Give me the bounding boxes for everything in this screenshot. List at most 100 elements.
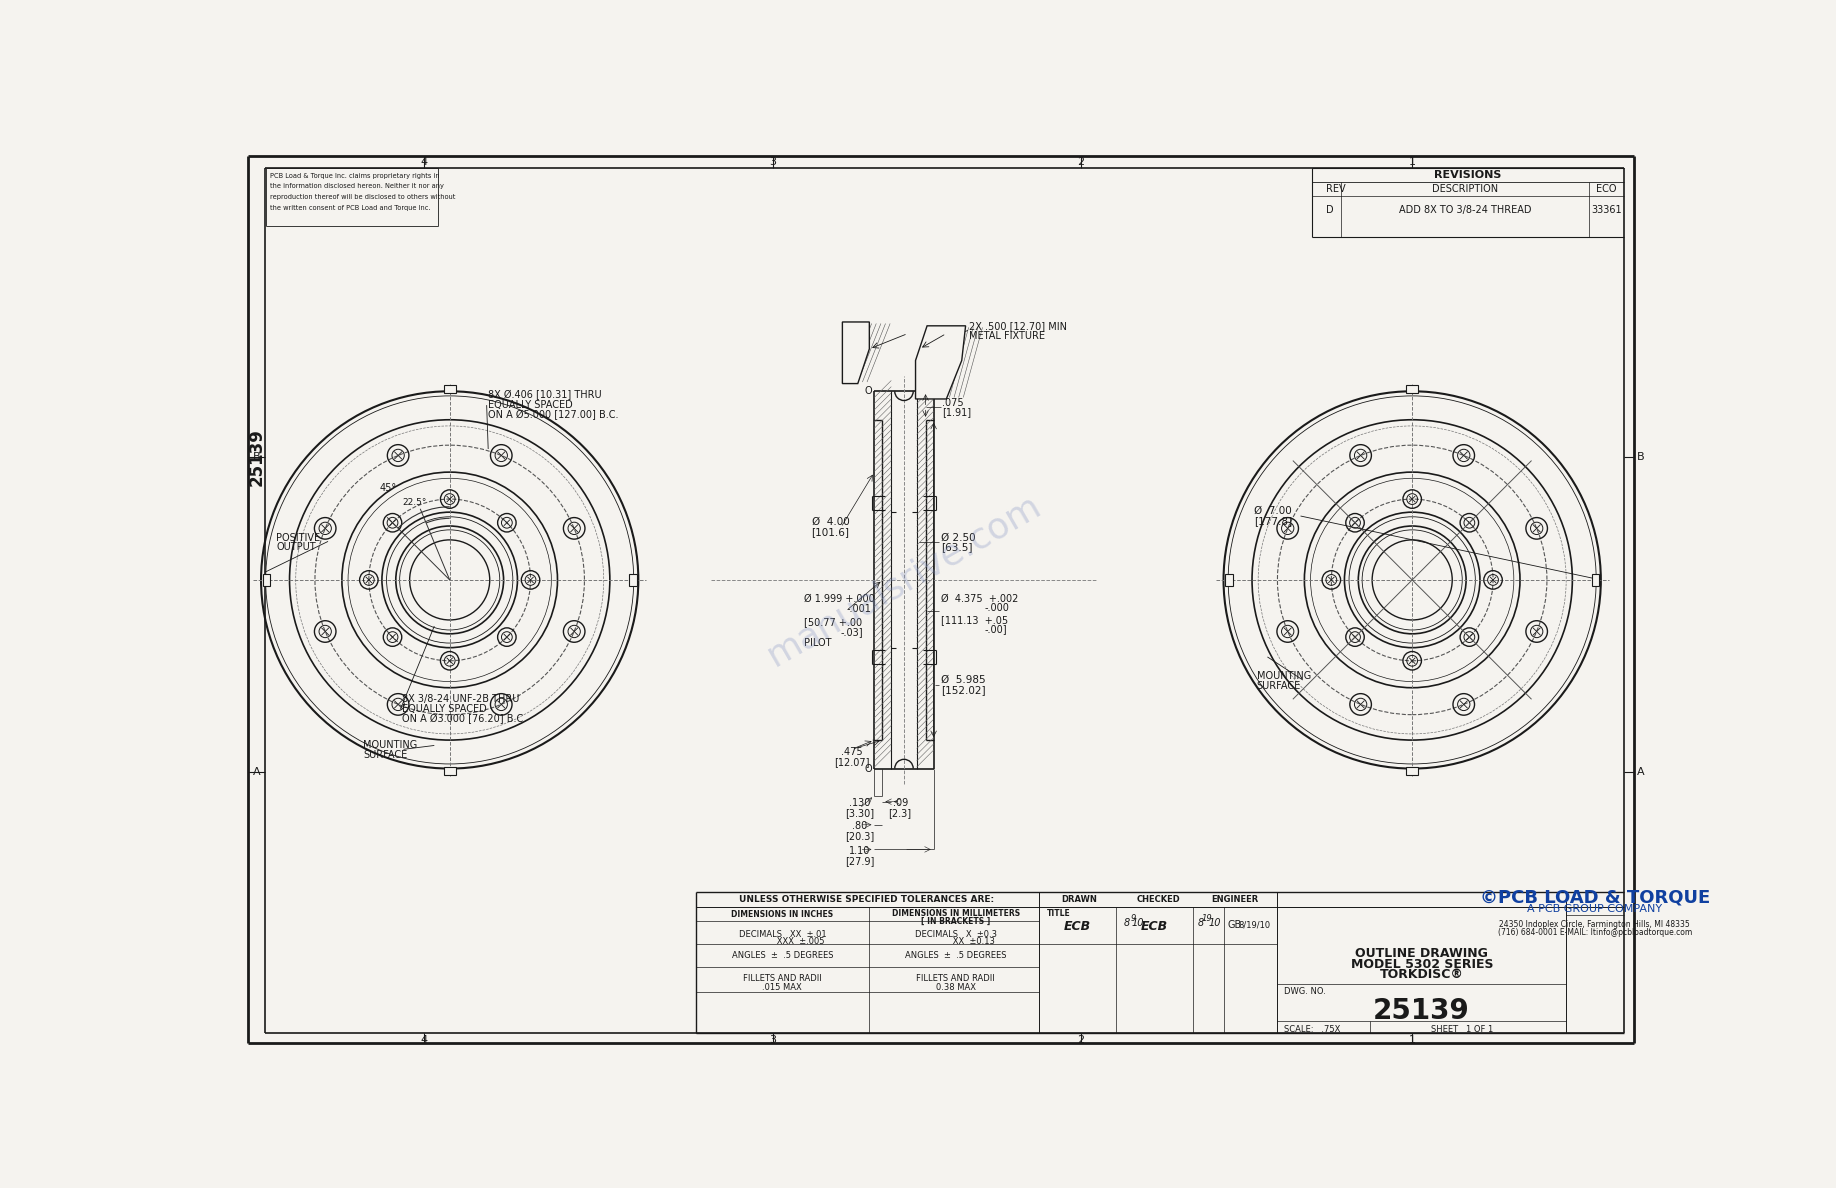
Text: O: O [865, 386, 872, 397]
Text: MODEL 5302 SERIES: MODEL 5302 SERIES [1351, 958, 1493, 971]
Text: A: A [253, 767, 261, 777]
FancyBboxPatch shape [630, 574, 637, 586]
Text: 4: 4 [420, 157, 428, 166]
Text: ECB: ECB [1063, 920, 1091, 933]
Text: XX  ±0.13: XX ±0.13 [916, 937, 995, 947]
Text: TITLE: TITLE [1047, 909, 1070, 918]
Text: [1.91]: [1.91] [942, 407, 971, 417]
Text: 1: 1 [1408, 157, 1416, 166]
Text: 2X .500 [12.70] MIN: 2X .500 [12.70] MIN [969, 321, 1067, 330]
Text: ON A Ø5.000 [127.00] B.C.: ON A Ø5.000 [127.00] B.C. [488, 410, 619, 421]
Text: (716) 684-0001 E-MAIL: ltinfo@pcbloadtorque.com: (716) 684-0001 E-MAIL: ltinfo@pcbloadtor… [1498, 928, 1691, 937]
FancyBboxPatch shape [1592, 574, 1599, 586]
Text: FILLETS AND RADII: FILLETS AND RADII [744, 973, 823, 982]
FancyBboxPatch shape [263, 574, 270, 586]
Text: [152.02]: [152.02] [942, 685, 986, 695]
Text: PILOT: PILOT [804, 638, 832, 649]
Text: [63.5]: [63.5] [942, 543, 973, 552]
Text: 8X Ø.406 [10.31] THRU: 8X Ø.406 [10.31] THRU [488, 390, 602, 400]
Text: MOUNTING: MOUNTING [364, 740, 419, 751]
Text: SURFACE: SURFACE [364, 751, 408, 760]
Text: DRAWN: DRAWN [1061, 895, 1096, 904]
Text: 33361: 33361 [1592, 206, 1621, 215]
Text: .475: .475 [841, 746, 863, 757]
Text: SHEET   1 OF 1: SHEET 1 OF 1 [1430, 1025, 1493, 1034]
Text: Ø  7.00: Ø 7.00 [1254, 506, 1293, 516]
FancyBboxPatch shape [1406, 385, 1419, 393]
Text: MOUNTING: MOUNTING [1256, 671, 1311, 681]
Text: Ø  4.375  +.002: Ø 4.375 +.002 [942, 594, 1019, 605]
Polygon shape [916, 326, 966, 399]
Text: [111.13  +.05: [111.13 +.05 [942, 615, 1008, 625]
Text: the information disclosed hereon. Neither it nor any: the information disclosed hereon. Neithe… [270, 183, 444, 189]
Text: reproduction thereof will be disclosed to others without: reproduction thereof will be disclosed t… [270, 194, 455, 201]
Text: 19: 19 [1201, 915, 1212, 923]
Text: 2: 2 [1078, 157, 1085, 166]
Text: D: D [1326, 206, 1333, 215]
Text: [ IN BRACKETS ]: [ IN BRACKETS ] [922, 916, 990, 925]
Text: manualsrive.com: manualsrive.com [760, 487, 1047, 672]
Text: .80: .80 [852, 821, 867, 832]
Text: -.03]: -.03] [841, 627, 863, 637]
Text: OUTPUT: OUTPUT [277, 542, 316, 551]
Text: DIMENSIONS IN INCHES: DIMENSIONS IN INCHES [731, 910, 834, 918]
Text: 22.5°: 22.5° [402, 499, 428, 507]
Text: METAL FIXTURE: METAL FIXTURE [969, 330, 1045, 341]
Text: 1: 1 [1408, 1035, 1416, 1044]
FancyBboxPatch shape [444, 767, 455, 775]
Text: DIMENSIONS IN MILLIMETERS: DIMENSIONS IN MILLIMETERS [892, 909, 1019, 918]
Polygon shape [843, 322, 868, 384]
Text: FILLETS AND RADII: FILLETS AND RADII [916, 973, 995, 982]
Text: EQUALLY SPACED: EQUALLY SPACED [488, 400, 573, 410]
Text: DECIMALS   X  ±0.3: DECIMALS X ±0.3 [914, 930, 997, 939]
Text: 10: 10 [1208, 917, 1221, 928]
Text: 3: 3 [769, 1035, 777, 1044]
Text: CHECKED: CHECKED [1136, 895, 1181, 904]
Text: B: B [253, 451, 261, 462]
Text: -.001: -.001 [846, 605, 870, 614]
Text: 0.38 MAX: 0.38 MAX [936, 982, 975, 992]
Text: ANGLES  ±  .5 DEGREES: ANGLES ± .5 DEGREES [905, 952, 1006, 960]
Text: ON A Ø3.000 [76.20] B.C.: ON A Ø3.000 [76.20] B.C. [402, 714, 527, 725]
FancyBboxPatch shape [1225, 574, 1232, 586]
Text: ECB: ECB [1140, 920, 1168, 933]
Text: UNLESS OTHERWISE SPECIFIED TOLERANCES ARE:: UNLESS OTHERWISE SPECIFIED TOLERANCES AR… [740, 895, 995, 904]
Text: .015 MAX: .015 MAX [762, 982, 802, 992]
Text: the written consent of PCB Load and Torque Inc.: the written consent of PCB Load and Torq… [270, 206, 431, 211]
Text: -.000: -.000 [984, 604, 1010, 613]
Text: 25139: 25139 [1373, 997, 1471, 1025]
Text: A: A [1638, 767, 1645, 777]
Text: -.00]: -.00] [984, 624, 1008, 634]
Text: 45°: 45° [380, 482, 397, 493]
Text: ECO: ECO [1595, 184, 1618, 194]
Text: .130: .130 [848, 798, 870, 808]
Text: .075: .075 [942, 398, 964, 407]
Text: REV: REV [1326, 184, 1346, 194]
Text: ©PCB LOAD & TORQUE: ©PCB LOAD & TORQUE [1480, 889, 1709, 906]
Text: 8X 3/8-24 UNF-2B THRU: 8X 3/8-24 UNF-2B THRU [402, 694, 520, 704]
Text: [177.8]: [177.8] [1254, 516, 1293, 525]
Text: 24350 Indoplex Circle, Farmington Hills, MI 48335: 24350 Indoplex Circle, Farmington Hills,… [1500, 920, 1691, 929]
Text: 4: 4 [420, 1035, 428, 1044]
Text: DECIMALS   XX  ±.01: DECIMALS XX ±.01 [738, 930, 826, 939]
Text: .09: .09 [892, 798, 907, 808]
FancyBboxPatch shape [444, 385, 455, 393]
Text: 8/19/10: 8/19/10 [1237, 921, 1271, 929]
Text: 10: 10 [1131, 917, 1144, 928]
Text: POSITIVE: POSITIVE [277, 532, 321, 543]
Text: GB: GB [1228, 920, 1243, 930]
Text: B: B [1638, 451, 1645, 462]
Text: Ø 1.999 +.000: Ø 1.999 +.000 [804, 594, 874, 605]
Text: ENGINEER: ENGINEER [1212, 895, 1259, 904]
Text: SCALE:   .75X: SCALE: .75X [1283, 1025, 1340, 1034]
Text: [27.9]: [27.9] [845, 857, 874, 866]
Text: EQUALLY SPACED: EQUALLY SPACED [402, 704, 487, 714]
Text: ANGLES  ±  .5 DEGREES: ANGLES ± .5 DEGREES [731, 952, 834, 960]
Text: [101.6]: [101.6] [812, 527, 850, 537]
Text: Ø  4.00: Ø 4.00 [812, 517, 850, 527]
Text: O: O [865, 764, 872, 773]
Text: OUTLINE DRAWING: OUTLINE DRAWING [1355, 947, 1489, 960]
Text: 9: 9 [1131, 915, 1136, 923]
Text: 25139: 25139 [248, 428, 266, 486]
Text: [12.07]: [12.07] [834, 757, 870, 766]
